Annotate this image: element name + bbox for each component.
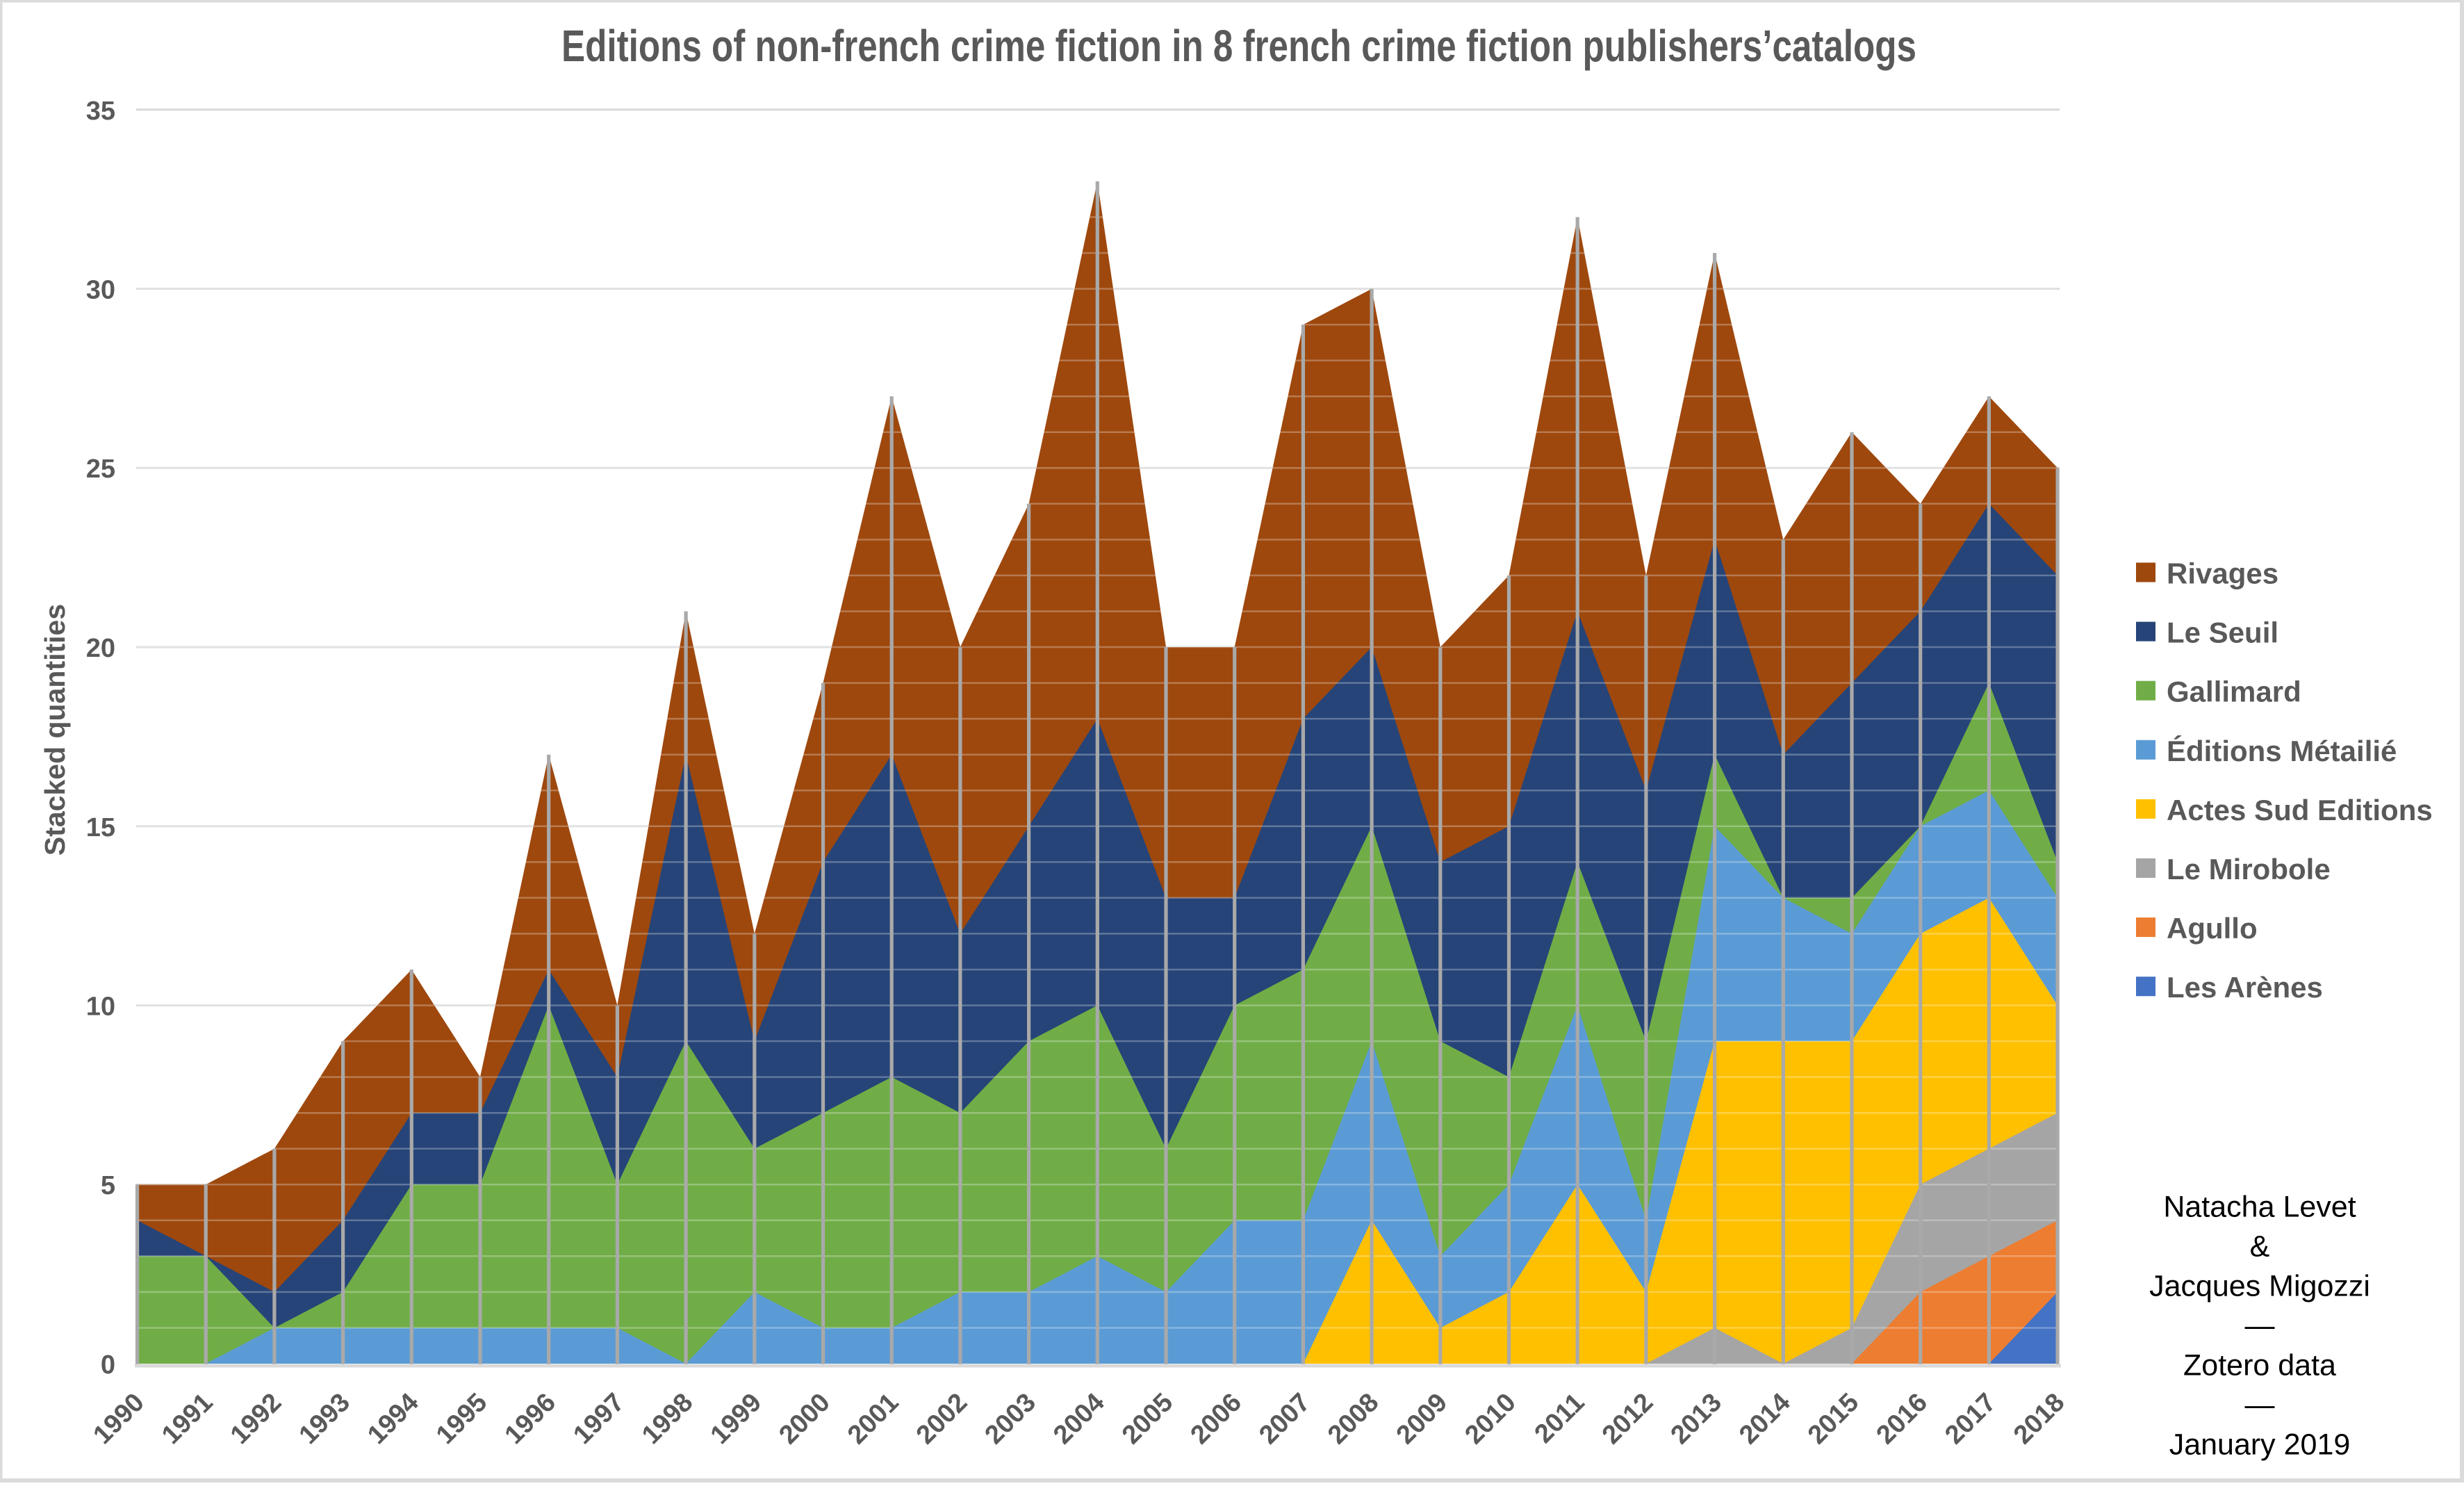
svg-text:—: — <box>2245 1389 2275 1422</box>
svg-text:35: 35 <box>86 97 115 126</box>
svg-text:Les Arènes: Les Arènes <box>2167 971 2323 1004</box>
svg-text:15: 15 <box>86 813 115 842</box>
svg-text:Stacked quantities: Stacked quantities <box>39 604 71 856</box>
svg-text:5: 5 <box>101 1171 115 1200</box>
svg-text:30: 30 <box>86 276 115 305</box>
svg-text:Editions of non-french crime f: Editions of non-french crime fiction in … <box>561 21 1916 71</box>
svg-text:Le Seuil: Le Seuil <box>2167 617 2278 649</box>
svg-text:Éditions Métailié: Éditions Métailié <box>2167 735 2397 767</box>
svg-text:January 2019: January 2019 <box>2169 1428 2351 1462</box>
svg-text:&: & <box>2250 1230 2270 1264</box>
svg-text:Agullo: Agullo <box>2167 912 2258 945</box>
svg-text:25: 25 <box>86 455 115 484</box>
svg-text:Actes Sud Editions: Actes Sud Editions <box>2167 794 2433 826</box>
svg-text:Le Mirobole: Le Mirobole <box>2167 853 2331 885</box>
svg-text:Natacha Levet: Natacha Levet <box>2163 1191 2356 1224</box>
svg-text:—: — <box>2245 1309 2275 1343</box>
svg-text:Jacques Migozzi: Jacques Migozzi <box>2149 1270 2370 1303</box>
svg-text:Zotero data: Zotero data <box>2183 1349 2336 1382</box>
svg-text:0: 0 <box>101 1350 115 1380</box>
svg-text:Gallimard: Gallimard <box>2167 676 2301 708</box>
svg-text:Rivages: Rivages <box>2167 557 2278 590</box>
svg-text:10: 10 <box>86 993 115 1022</box>
svg-text:20: 20 <box>86 634 115 663</box>
